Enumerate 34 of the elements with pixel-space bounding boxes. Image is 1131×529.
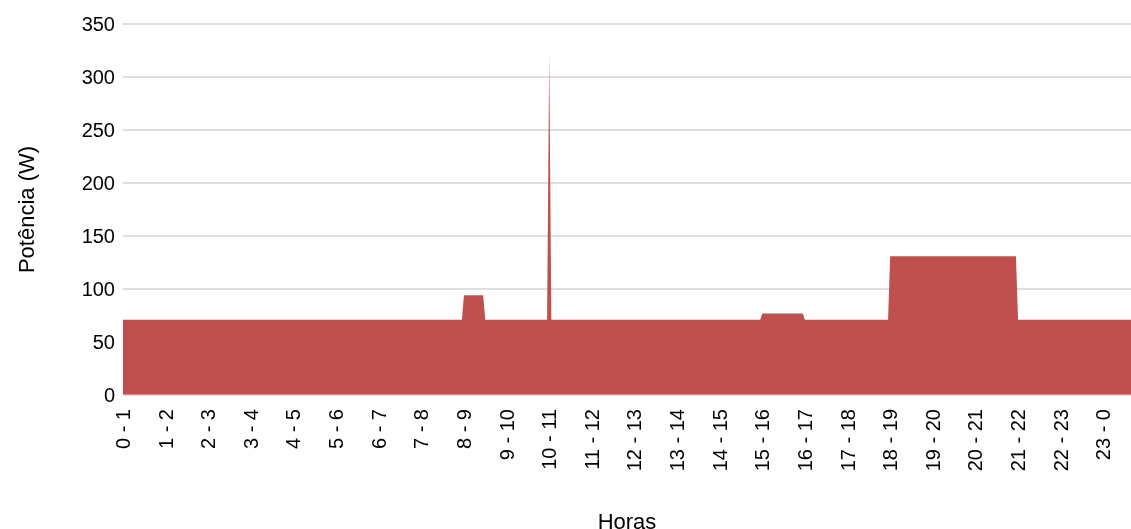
x-tick-label: 10 - 11: [538, 409, 561, 470]
y-tick-label: 0: [103, 384, 115, 407]
x-tick-label: 20 - 21: [964, 409, 987, 472]
x-tick-label: 0 - 1: [112, 409, 134, 450]
y-tick-label: 300: [81, 66, 115, 89]
x-axis-title: Horas: [597, 509, 657, 529]
x-tick-label: 7 - 8: [410, 409, 433, 450]
x-tick-label: 4 - 5: [282, 409, 305, 450]
x-tick-label: 14 - 15: [708, 409, 731, 472]
x-tick-label: 15 - 16: [751, 409, 774, 472]
x-tick-label: 9 - 10: [495, 409, 518, 461]
y-axis-title: Potência (W): [13, 145, 39, 274]
x-tick-label: 6 - 7: [367, 409, 390, 450]
y-tick-label: 250: [81, 119, 115, 142]
x-tick-label: 1 - 2: [154, 409, 177, 450]
x-tick-label: 8 - 9: [452, 409, 475, 450]
x-tick-label: 12 - 13: [623, 409, 646, 472]
y-tick-label: 200: [81, 172, 115, 195]
x-tick-label: 3 - 4: [239, 409, 262, 450]
x-tick-label: 16 - 17: [793, 409, 816, 472]
x-tick-label: 21 - 22: [1007, 409, 1030, 472]
x-tick-label: 18 - 19: [879, 409, 902, 472]
y-tick-label: 350: [81, 13, 115, 36]
x-tick-label: 13 - 14: [666, 409, 689, 472]
x-tick-label: 17 - 18: [836, 409, 859, 472]
y-tick-label: 100: [81, 278, 115, 301]
x-tick-label: 11 - 12: [580, 409, 603, 470]
x-tick-label: 19 - 20: [921, 409, 944, 472]
x-tick-label: 5 - 6: [325, 409, 348, 450]
x-tick-label: 23 - 0: [1092, 409, 1115, 461]
y-tick-label: 150: [81, 225, 115, 248]
x-tick-label: 2 - 3: [197, 409, 220, 450]
x-tick-label: 22 - 23: [1049, 409, 1072, 472]
y-tick-label: 50: [92, 331, 115, 354]
